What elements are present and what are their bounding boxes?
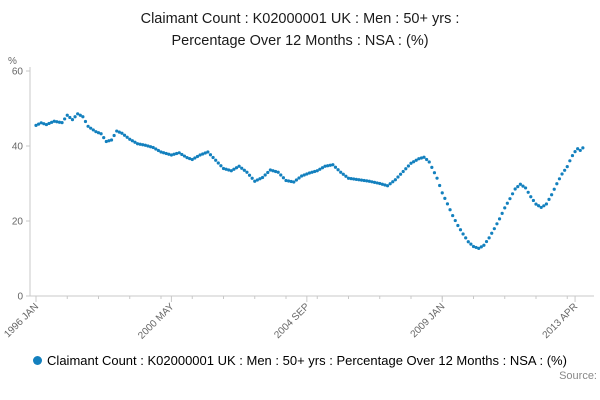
svg-text:%: %: [8, 56, 17, 67]
plot-area: 0 20 40 60% 1996 JAN 2000 MAY 2004 SEP 2009 JAN…: [2, 56, 594, 342]
svg-text:60: 60: [12, 66, 24, 77]
data-series: [34, 111, 585, 250]
x-axis: 1996 JAN 2000 MAY 2004 SEP 2009 JAN 2013 APR: [2, 295, 594, 342]
svg-text:1996 JAN: 1996 JAN: [2, 301, 41, 340]
legend: Claimant Count : K02000001 UK : Men : 50…: [0, 353, 600, 368]
svg-text:2004 SEP: 2004 SEP: [272, 301, 312, 341]
svg-text:2009 JAN: 2009 JAN: [409, 301, 448, 340]
svg-text:0: 0: [17, 291, 23, 302]
svg-text:40: 40: [12, 141, 24, 152]
legend-marker-icon: [33, 355, 43, 365]
svg-text:2000 MAY: 2000 MAY: [136, 301, 177, 342]
legend-label: Claimant Count : K02000001 UK : Men : 50…: [47, 352, 567, 368]
source-label: Source:: [559, 369, 597, 382]
svg-text:20: 20: [12, 216, 24, 227]
chart-title: Claimant Count : K02000001 UK : Men : 50…: [140, 11, 460, 49]
svg-text:2013 APR: 2013 APR: [541, 301, 581, 341]
y-axis: 0 20 40 60%: [8, 56, 31, 302]
